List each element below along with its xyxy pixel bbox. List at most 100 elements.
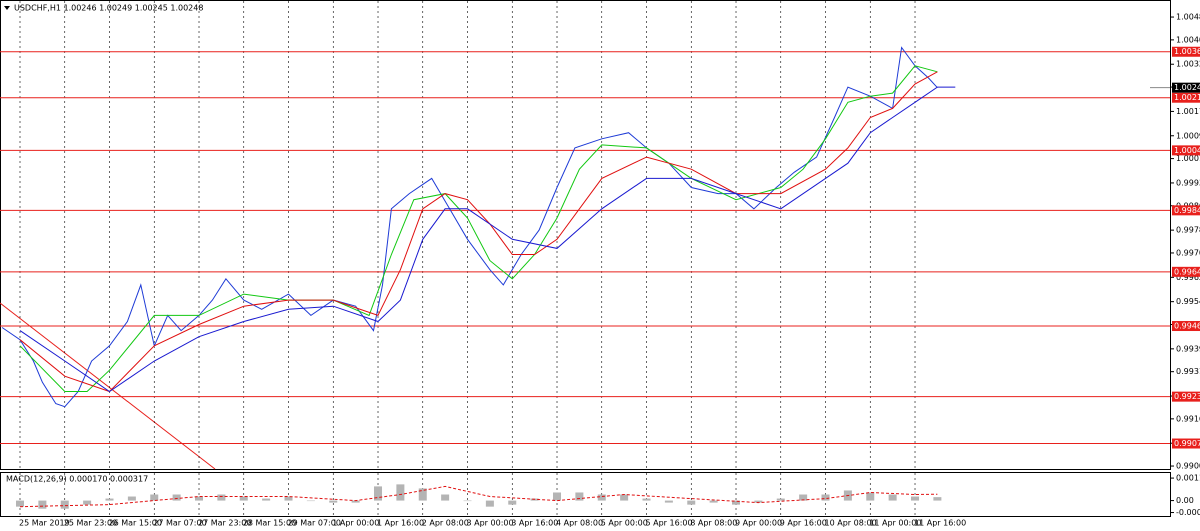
macd-bar <box>463 500 472 502</box>
level-label-box <box>1172 46 1200 57</box>
y-tick-label: 0.99315 <box>1176 367 1200 376</box>
macd-bar <box>396 484 405 501</box>
level-label-box <box>1172 92 1200 103</box>
level-label-box <box>1172 145 1200 156</box>
x-tick-label: 8 Apr 08:00 <box>690 519 737 528</box>
level-label-box <box>1172 438 1200 449</box>
x-tick-label: 25 Mar 2019 <box>19 519 70 528</box>
macd-bar <box>866 492 875 501</box>
y-tick-label: 1.00015 <box>1176 154 1200 163</box>
series-line <box>19 485 938 508</box>
x-tick-label: 27 Mar 23:00 <box>198 519 251 528</box>
macd-bar <box>754 500 763 503</box>
y-tick-label: 0.99705 <box>1176 248 1200 257</box>
macd-bar <box>38 500 47 509</box>
y-tick-label: 1.00170 <box>1176 107 1200 116</box>
macd-bar <box>821 494 830 501</box>
macd-bar <box>306 500 315 502</box>
x-tick-label: 3 Apr 00:00 <box>467 519 514 528</box>
level-label: 0.99643 <box>1174 267 1200 276</box>
level-label: 0.99079 <box>1174 439 1200 448</box>
macd-bar <box>239 496 248 501</box>
macd-bar <box>262 498 271 501</box>
macd-bar <box>284 496 293 501</box>
x-tick-label: 29 Mar 07:00 <box>288 519 341 528</box>
macd-bar <box>83 500 92 505</box>
macd-bar <box>709 500 718 503</box>
macd-bar <box>441 494 450 501</box>
y-tick-label: -0.00059 <box>1176 508 1200 517</box>
level-label: 1.00215 <box>1174 93 1200 102</box>
macd-bar <box>351 500 360 503</box>
x-tick-label: 1 Apr 16:00 <box>377 519 424 528</box>
x-tick-label: 26 Mar 15:00 <box>109 519 162 528</box>
level-label: 1.00366 <box>1174 47 1200 56</box>
y-tick-label: 0.00 <box>1176 496 1194 505</box>
macd-bar <box>687 500 696 505</box>
last-price-box <box>1172 82 1200 93</box>
y-tick-label: 0.99545 <box>1176 297 1200 306</box>
level-label-box <box>1172 266 1200 277</box>
macd-bar <box>776 498 785 501</box>
macd-bar <box>799 494 808 501</box>
macd-bar <box>418 488 427 501</box>
menu-arrow <box>4 6 10 10</box>
macd-bar <box>664 500 673 503</box>
x-tick-label: 11 Apr 16:00 <box>914 519 966 528</box>
series-line <box>19 86 956 393</box>
main-frame <box>0 0 1171 470</box>
level-label-box <box>1172 321 1200 332</box>
macd-frame <box>0 472 1171 517</box>
macd-bar <box>888 494 897 501</box>
macd-bar <box>329 500 338 503</box>
x-tick-label: 27 Mar 07:00 <box>153 519 206 528</box>
y-tick-label: 1.00325 <box>1176 60 1200 69</box>
y-tick-label: 0.99935 <box>1176 178 1200 187</box>
y-tick-label: 1.00090 <box>1176 131 1200 140</box>
macd-bar <box>597 494 606 501</box>
trend-line <box>0 302 216 470</box>
series-line <box>19 71 938 393</box>
macd-bar <box>911 496 920 501</box>
y-tick-label: 0.99780 <box>1176 226 1200 235</box>
level-label: 0.99465 <box>1174 322 1200 331</box>
x-tick-label: 4 Apr 08:00 <box>556 519 603 528</box>
macd-bar <box>217 494 226 501</box>
x-tick-label: 1 Apr 00:00 <box>332 519 379 528</box>
level-label: 0.99233 <box>1174 392 1200 401</box>
x-tick-label: 11 Apr 00:00 <box>869 519 921 528</box>
chart-title: USDCHF,H1 1.00246 1.00249 1.00245 1.0024… <box>14 4 203 13</box>
macd-bar <box>642 498 651 501</box>
macd-bar <box>553 492 562 501</box>
macd-bar <box>620 494 629 501</box>
macd-bar <box>127 496 136 501</box>
series-line <box>1 46 938 408</box>
macd-bar <box>933 497 942 501</box>
level-label-box <box>1172 391 1200 402</box>
macd-bar <box>195 496 204 501</box>
macd-bar <box>172 494 181 501</box>
y-tick-label: 0.00111 <box>1176 474 1200 483</box>
x-tick-label: 5 Apr 00:00 <box>601 519 648 528</box>
y-tick-label: 1.00480 <box>1176 13 1200 22</box>
x-tick-label: 9 Apr 16:00 <box>780 519 827 528</box>
macd-bar <box>105 498 114 501</box>
y-tick-label: 0.99390 <box>1176 344 1200 353</box>
y-tick-label: 0.99625 <box>1176 273 1200 282</box>
x-tick-label: 9 Apr 00:00 <box>735 519 782 528</box>
y-tick-label: 0.99005 <box>1176 462 1200 471</box>
x-tick-label: 5 Apr 16:00 <box>646 519 693 528</box>
macd-bar <box>732 500 741 505</box>
x-tick-label: 3 Apr 16:00 <box>511 519 558 528</box>
series-line <box>19 65 938 392</box>
level-label-box <box>1172 205 1200 216</box>
level-label: 1.00042 <box>1174 146 1200 155</box>
macd-bar <box>60 500 69 509</box>
x-tick-label: 25 Mar 23:00 <box>64 519 117 528</box>
macd-bar <box>575 492 584 501</box>
macd-title: MACD(12,26,9) 0.000170 0.000317 <box>6 475 148 484</box>
y-tick-label: 1.00405 <box>1176 35 1200 44</box>
x-tick-label: 10 Apr 08:00 <box>825 519 877 528</box>
